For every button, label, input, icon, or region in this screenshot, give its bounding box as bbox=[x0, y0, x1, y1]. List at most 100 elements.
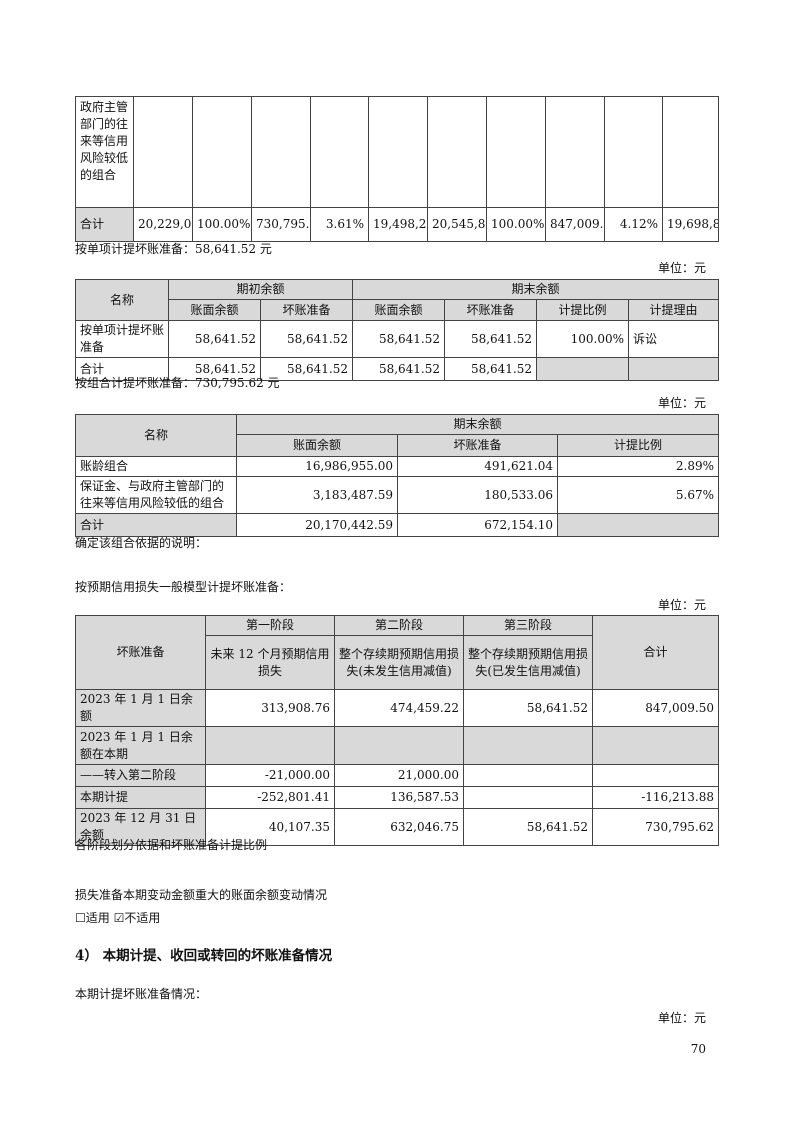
table-row: 保证金、与政府主管部门的往来等信用风险较低的组合 3,183,487.59 18… bbox=[75, 476, 720, 514]
page-number: 70 bbox=[690, 1042, 706, 1056]
col-header: 整个存续期预期信用损失(已发生信用减值) bbox=[463, 635, 593, 690]
cell: 58,641.52 bbox=[352, 357, 446, 381]
col-header: 第二阶段 bbox=[334, 615, 464, 636]
col-header: 坏账准备 bbox=[259, 299, 354, 321]
table-row: 2023 年 1 月 1 日余额在本期 bbox=[75, 726, 719, 765]
cell: 730,795.62 bbox=[251, 207, 311, 242]
table-row: 账龄组合 16,986,955.00 491,621.04 2.89% bbox=[75, 456, 720, 477]
col-header: 账面余额 bbox=[236, 434, 398, 457]
col-header: 计提比例 bbox=[556, 434, 720, 457]
col-header: 整个存续期预期信用损失(未发生信用减值) bbox=[334, 635, 464, 690]
combo-basis-note: 确定该组合依据的说明： bbox=[75, 536, 208, 550]
col-header: 计提理由 bbox=[628, 299, 720, 321]
header-row: 账面余额 坏账准备 计提比例 bbox=[76, 434, 720, 457]
unit-label: 单位：元 bbox=[657, 1011, 706, 1025]
checked-checkbox-icon[interactable]: ☑ bbox=[113, 911, 125, 925]
cell bbox=[205, 726, 335, 765]
table-row: 2023 年 1 月 1 日余额 313,908.76 474,459.22 5… bbox=[75, 689, 719, 727]
cell: 491,621.04 bbox=[397, 456, 558, 477]
col-header: 坏账准备 bbox=[75, 615, 206, 690]
col-header: 名称 bbox=[75, 279, 169, 321]
cell: 58,641.52 bbox=[463, 808, 593, 846]
cell: 40,107.35 bbox=[205, 808, 335, 846]
cell: 847,009.50 bbox=[592, 689, 719, 727]
table-row: 按单项计提坏账准备 58,641.52 58,641.52 58,641.52 … bbox=[75, 320, 720, 358]
loss-change-note: 损失准备本期变动金额重大的账面余额变动情况 bbox=[75, 888, 328, 902]
col-header: 账面余额 bbox=[352, 299, 446, 321]
cell: 21,000.00 bbox=[334, 764, 464, 787]
row-label: 政府主管部门的往来等信用风险较低的组合 bbox=[75, 96, 134, 208]
table-row-total: 合计 20,229,084.11 100.00% 730,795.62 3.61… bbox=[75, 207, 719, 242]
col-header: 第一阶段 bbox=[205, 615, 335, 636]
col-header: 合计 bbox=[592, 615, 719, 690]
unchecked-checkbox-icon[interactable]: ☐ bbox=[75, 911, 86, 925]
cell bbox=[536, 357, 630, 381]
cell: 672,154.10 bbox=[397, 513, 558, 537]
row-label: 合计 bbox=[75, 357, 169, 381]
row-label: 按单项计提坏账准备 bbox=[75, 320, 169, 358]
cell: 136,587.53 bbox=[334, 786, 464, 809]
cell bbox=[592, 726, 719, 765]
applicability-options: ☐适用 ☑不适用 bbox=[75, 910, 160, 926]
header-row: 坏账准备 第一阶段 第二阶段 第三阶段 合计 bbox=[75, 615, 719, 690]
stage-basis-note: 各阶段划分依据和坏账准备计提比例 bbox=[75, 838, 268, 852]
cell: 847,009.50 bbox=[545, 207, 605, 242]
cell: 474,459.22 bbox=[334, 689, 464, 727]
cell: -116,213.88 bbox=[592, 786, 719, 809]
cell bbox=[463, 726, 593, 765]
table-aging-tail: 政府主管部门的往来等信用风险较低的组合 合计 20,229,084.11 100… bbox=[75, 96, 719, 242]
section-heading-text: 4） 本期计提、收回或转回的坏账准备情况 bbox=[75, 948, 333, 964]
table-row: ——转入第二阶段 -21,000.00 21,000.00 bbox=[75, 764, 719, 787]
cell: 58,641.52 bbox=[168, 320, 261, 358]
cell: 632,046.75 bbox=[334, 808, 464, 846]
col-header: 第三阶段 bbox=[463, 615, 593, 636]
table-row: 本期计提 -252,801.41 136,587.53 -116,213.88 bbox=[75, 786, 719, 809]
cell: 2.89% bbox=[556, 456, 720, 477]
cell: 180,533.06 bbox=[397, 476, 558, 514]
col-header: 名称 bbox=[75, 414, 237, 457]
cell: 100.00% bbox=[486, 207, 546, 242]
cell: 20,229,084.11 bbox=[133, 207, 193, 242]
cell: 58,641.52 bbox=[463, 689, 593, 727]
cell: 58,641.52 bbox=[259, 357, 354, 381]
cell: 58,641.52 bbox=[444, 357, 538, 381]
row-label: 保证金、与政府主管部门的往来等信用风险较低的组合 bbox=[75, 476, 237, 514]
cell bbox=[592, 764, 719, 787]
cell: 58,641.52 bbox=[352, 320, 446, 358]
cell: 16,986,955.00 bbox=[236, 456, 398, 477]
cell bbox=[463, 786, 593, 809]
single-item-note: 按单项计提坏账准备：58,641.52 元 bbox=[75, 242, 272, 256]
row-label: 本期计提 bbox=[75, 786, 206, 809]
row-label: 账龄组合 bbox=[75, 456, 237, 477]
col-header: 坏账准备 bbox=[397, 434, 558, 457]
col-header: 期末余额 bbox=[235, 414, 720, 435]
row-label: 2023 年 1 月 1 日余额 bbox=[75, 689, 206, 727]
cell: 3.61% bbox=[310, 207, 369, 242]
col-header: 未来 12 个月预期信用损失 bbox=[205, 635, 335, 690]
col-header: 坏账准备 bbox=[444, 299, 538, 321]
cell: 诉讼 bbox=[628, 320, 720, 358]
row-label: ——转入第二阶段 bbox=[75, 764, 206, 787]
table-row: 2023 年 12 月 31 日余额 40,107.35 632,046.75 … bbox=[75, 808, 719, 846]
cell: 4.12% bbox=[604, 207, 663, 242]
current-provision-note: 本期计提坏账准备情况： bbox=[75, 987, 208, 1001]
cell: 19,698,841.53 bbox=[662, 207, 719, 242]
cell bbox=[628, 357, 720, 381]
cell: 58,641.52 bbox=[168, 357, 261, 381]
col-header: 账面余额 bbox=[168, 299, 261, 321]
header-row: 账面余额 坏账准备 账面余额 坏账准备 计提比例 计提理由 bbox=[76, 299, 720, 321]
col-header: 期初余额 bbox=[167, 279, 354, 300]
row-label: 2023 年 1 月 1 日余额在本期 bbox=[75, 726, 206, 765]
table-single-item: 名称 期初余额 期末余额 账面余额 坏账准备 账面余额 坏账准备 计提比例 计提… bbox=[75, 279, 720, 381]
cell: 20,545,851.03 bbox=[427, 207, 487, 242]
cell bbox=[556, 513, 720, 537]
table-row: 政府主管部门的往来等信用风险较低的组合 bbox=[75, 96, 719, 208]
cell: 58,641.52 bbox=[259, 320, 354, 358]
table-row-total: 合计 58,641.52 58,641.52 58,641.52 58,641.… bbox=[75, 357, 720, 381]
header-row: 名称 期初余额 期末余额 bbox=[75, 279, 720, 321]
table-row-total: 合计 20,170,442.59 672,154.10 bbox=[75, 513, 720, 537]
cell: -21,000.00 bbox=[205, 764, 335, 787]
col-header: 期末余额 bbox=[352, 279, 720, 300]
section-heading: 4） 本期计提、收回或转回的坏账准备情况 bbox=[75, 948, 332, 964]
ecl-note: 按预期信用损失一般模型计提坏账准备： bbox=[75, 580, 292, 594]
